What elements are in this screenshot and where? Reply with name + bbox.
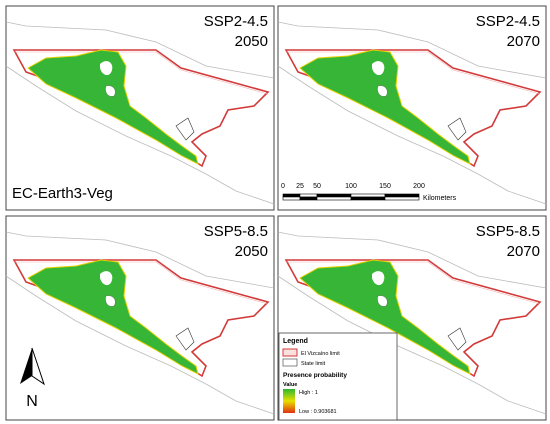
scenario-label: SSP5-8.5 [204, 223, 268, 240]
scenario-label: SSP5-8.5 [476, 223, 540, 240]
north-arrow [31, 347, 45, 386]
year-label: 2050 [235, 33, 268, 50]
map-panel: SSP2-4.5 2050 [5, 5, 275, 211]
scale-segment [282, 196, 301, 201]
north-label: N [26, 393, 38, 410]
scale-segment [384, 196, 420, 201]
scale-tick-label: 200 [413, 183, 425, 190]
scale-segment [282, 193, 301, 198]
map-panel: SSP5-8.5 2050 [5, 215, 275, 421]
panel-frame [5, 5, 275, 211]
model-label: EC-Earth3-Veg [12, 185, 113, 202]
scale-segment [299, 196, 318, 201]
legend-high: High : 1 [299, 390, 318, 396]
map-panel: SSP2-4.5 2070 [277, 5, 547, 211]
scale-segment [316, 193, 352, 198]
panel-frame [277, 5, 547, 211]
scale-segment [350, 196, 386, 201]
scenario-label: SSP2-4.5 [476, 13, 540, 30]
legend-swatch [282, 358, 298, 367]
year-label: 2070 [507, 33, 540, 50]
scale-unit: Kilometers [423, 195, 457, 202]
legend-box [278, 332, 398, 421]
legend-title: Legend [283, 338, 308, 345]
scale-segment [350, 193, 386, 198]
panel-frame [5, 215, 275, 421]
legend-value-label: Value [283, 382, 297, 388]
scale-tick-label: 25 [296, 183, 304, 190]
legend-item: El Vizcaíno limit [301, 351, 340, 357]
scale-tick-label: 100 [345, 183, 357, 190]
scale-segment [384, 193, 420, 198]
scenario-label: SSP2-4.5 [204, 13, 268, 30]
north-arrow [20, 348, 32, 384]
legend-gradient [283, 389, 295, 413]
year-label: 2050 [235, 243, 268, 260]
scale-tick-label: 150 [379, 183, 391, 190]
legend-low: Low : 0.903681 [299, 409, 337, 415]
legend: Legend El Vizcaíno limit State limit Presen… [278, 332, 398, 421]
legend-item: State limit [301, 361, 326, 367]
legend-swatch [282, 348, 298, 357]
scale-segment [316, 196, 352, 201]
year-label: 2070 [507, 243, 540, 260]
scale-tick-label: 50 [313, 183, 321, 190]
scale-tick-label: 0 [281, 183, 285, 190]
scale-segment [299, 193, 318, 198]
legend-section: Presence probability [283, 372, 347, 379]
